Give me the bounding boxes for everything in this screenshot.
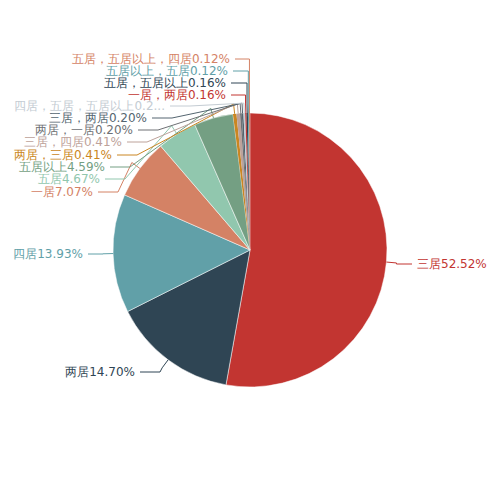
label-category: 五居，五居以上，四居 <box>72 52 192 66</box>
pie-slice <box>242 113 250 250</box>
data-label: 四居13.93% <box>13 247 83 261</box>
label-category: 五居以上，五居 <box>106 64 190 78</box>
label-value: 7.07% <box>55 185 93 199</box>
pie-slice <box>245 113 250 250</box>
label-category: 两居 <box>65 365 89 379</box>
label-category: 五居 <box>38 172 62 186</box>
pie-slice <box>233 114 250 250</box>
data-label: 两居，一居0.20% <box>35 123 133 137</box>
label-value: 0.41% <box>84 135 122 149</box>
leader-line <box>386 262 412 264</box>
leader-line <box>88 253 113 254</box>
label-value: 52.52% <box>441 257 487 271</box>
data-label: 三居，四居0.41% <box>24 135 122 149</box>
leader-line <box>231 83 247 113</box>
label-category: 两居，一居 <box>35 123 95 137</box>
chart: 三居52.52%两居14.70%四居13.93%一居7.07%五居4.67%五居… <box>0 0 500 500</box>
data-label: 两居14.70% <box>65 365 135 379</box>
label-category: 两居，三居 <box>14 148 74 162</box>
label-value: 14.70% <box>89 365 135 379</box>
label-value: 0.12% <box>192 52 230 66</box>
label-value: 0.12% <box>190 64 228 78</box>
label-value: 4.67% <box>62 172 100 186</box>
data-label: 五居4.67% <box>38 172 100 186</box>
pie-slice <box>248 113 250 250</box>
pie-slice <box>247 113 250 250</box>
label-value: 0.20% <box>95 123 133 137</box>
label-category: 一居 <box>31 185 55 199</box>
leader-line <box>231 95 246 113</box>
data-label: 五居，五居以上0.16% <box>104 76 226 90</box>
pie-slice <box>236 113 250 250</box>
leader-line <box>233 71 248 113</box>
pie-slice <box>240 113 250 250</box>
leader-lines <box>88 59 412 372</box>
data-label: 三居52.52% <box>417 257 487 271</box>
label-category: 四居，五居，五居以上 <box>14 99 134 113</box>
pie-slice <box>195 114 250 250</box>
label-category: 五居，五居以上 <box>104 76 188 90</box>
label-category: 四居 <box>13 247 37 261</box>
leader-line <box>170 103 244 113</box>
label-category: 三居，四居 <box>24 135 84 149</box>
data-label: 一居7.07% <box>31 185 93 199</box>
label-value: 0.41% <box>74 148 112 162</box>
leader-line <box>235 59 249 113</box>
data-label: 一居，两居0.16% <box>128 88 226 102</box>
data-label: 五居以上4.59% <box>19 160 105 174</box>
data-label: 三居，两居0.20% <box>49 111 147 125</box>
label-value: 0.16% <box>188 76 226 90</box>
slices <box>113 113 387 387</box>
label-category: 五居以上 <box>19 160 67 174</box>
leader-line <box>140 360 168 372</box>
label-value: 4.59% <box>67 160 105 174</box>
label-value: 13.93% <box>37 247 83 261</box>
pie-slice <box>249 113 250 250</box>
data-label: 五居，五居以上，四居0.12% <box>72 52 230 66</box>
label-category: 一居，两居 <box>128 88 188 102</box>
label-value: 0.20% <box>109 111 147 125</box>
label-category: 三居 <box>417 257 441 271</box>
data-label: 两居，三居0.41% <box>14 148 112 162</box>
label-category: 三居，两居 <box>49 111 109 125</box>
data-labels: 三居52.52%两居14.70%四居13.93%一居7.07%五居4.67%五居… <box>13 52 487 379</box>
label-value: 0.16% <box>188 88 226 102</box>
data-label: 五居以上，五居0.12% <box>106 64 228 78</box>
pie-slice <box>243 113 250 250</box>
